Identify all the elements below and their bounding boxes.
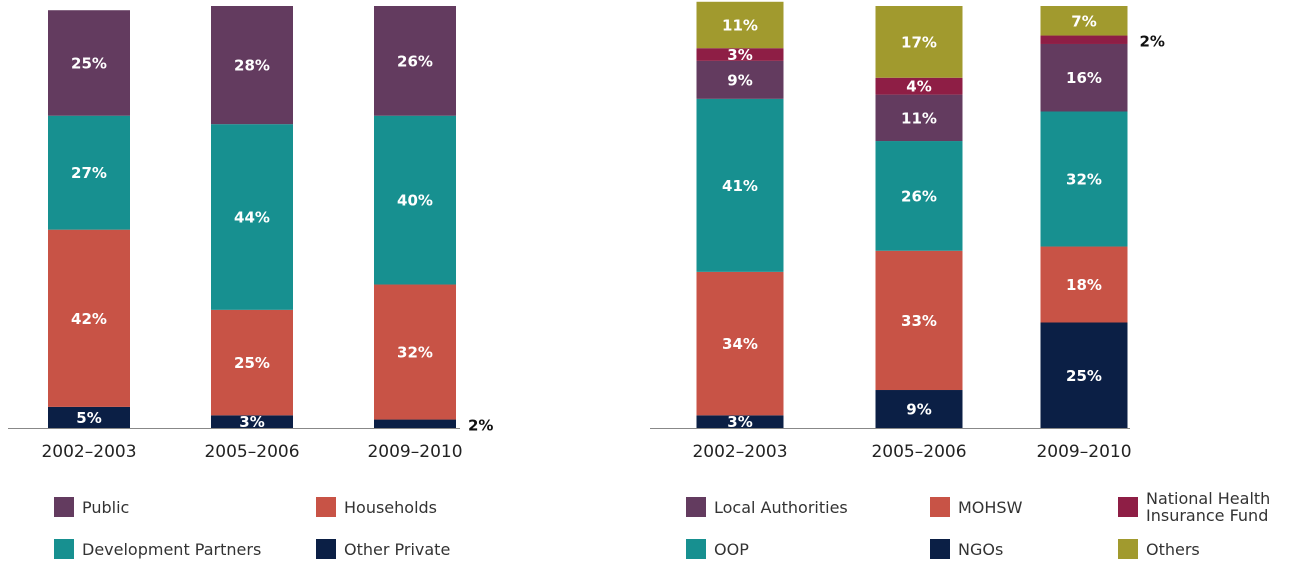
legend-swatch	[316, 539, 336, 559]
bar-segment	[1040, 246, 1128, 323]
legend-label: NGOs	[958, 539, 1004, 559]
legend-label: OOP	[714, 539, 749, 559]
bar-segment	[1040, 43, 1128, 112]
bar-segment	[374, 419, 456, 428]
bar-segment	[696, 60, 784, 99]
bar-segment	[875, 250, 963, 391]
legend-swatch	[54, 539, 74, 559]
data-label: 3%	[727, 46, 752, 64]
legend-label: Others	[1146, 539, 1200, 559]
data-label: 11%	[901, 109, 937, 127]
data-label: 7%	[1071, 12, 1096, 30]
legend-swatch	[930, 497, 950, 517]
legend-label: Local Authorities	[714, 497, 848, 517]
bar-segment	[211, 415, 293, 428]
data-label: 9%	[727, 71, 752, 89]
data-label: 25%	[234, 354, 270, 372]
legend-label: MOHSW	[958, 497, 1023, 517]
data-label: 26%	[397, 52, 433, 70]
data-label: 44%	[234, 209, 270, 227]
bar-segment	[1040, 6, 1128, 36]
x-tick-label: 2005–2006	[871, 442, 966, 462]
data-label: 27%	[71, 164, 107, 182]
bar-segment	[48, 115, 130, 230]
bar-segment	[875, 94, 963, 142]
x-tick-label: 2002–2003	[692, 442, 787, 462]
bar-segment	[1040, 111, 1128, 247]
data-label: 9%	[906, 401, 931, 419]
bar-segment	[211, 6, 293, 125]
data-label: 3%	[239, 413, 264, 431]
bar-segment	[374, 115, 456, 285]
bar-segment	[696, 98, 784, 272]
data-label: 2%	[1140, 32, 1165, 50]
data-label: 5%	[76, 409, 101, 427]
legend-label: Development Partners	[82, 539, 262, 559]
data-label: 33%	[901, 312, 937, 330]
bar-segment	[696, 1, 784, 49]
bar-segment	[875, 390, 963, 428]
data-label: 4%	[906, 78, 931, 96]
legend-swatch	[930, 539, 950, 559]
legend-swatch	[686, 497, 706, 517]
bar-segment	[875, 141, 963, 251]
legend-label: Other Private	[344, 539, 451, 559]
data-label: 18%	[1066, 276, 1102, 294]
bar-segment	[374, 6, 456, 116]
data-label: 34%	[722, 335, 758, 353]
x-tick-label: 2005–2006	[204, 442, 299, 462]
legend-swatch	[1118, 539, 1138, 559]
bar-segment	[696, 271, 784, 416]
data-label: 28%	[234, 57, 270, 75]
legend-label: Households	[344, 497, 438, 517]
legend-swatch	[686, 539, 706, 559]
bar-segment	[211, 124, 293, 310]
bar-segment	[696, 415, 784, 428]
bar-segment	[1040, 322, 1128, 428]
bar-segment	[48, 10, 130, 116]
data-label: 40%	[397, 192, 433, 210]
bar-segment	[696, 48, 784, 61]
data-label: 2%	[468, 416, 493, 434]
data-label: 32%	[397, 344, 433, 362]
bar-segment	[875, 77, 963, 95]
bar-segment	[211, 309, 293, 416]
data-label: 41%	[722, 177, 758, 195]
data-label: 17%	[901, 33, 937, 51]
bar-segment	[48, 406, 130, 428]
legend-swatch	[316, 497, 336, 517]
data-label: 16%	[1066, 69, 1102, 87]
legend-swatch	[54, 497, 74, 517]
data-label: 11%	[722, 16, 758, 34]
legend-label: National Health Insurance Fund	[1146, 489, 1271, 525]
data-label: 26%	[901, 187, 937, 205]
data-label: 42%	[71, 310, 107, 328]
data-label: 3%	[727, 413, 752, 431]
bar-segment	[48, 229, 130, 407]
bar-segment	[1040, 35, 1128, 44]
data-label: 25%	[1066, 367, 1102, 385]
legend-swatch	[1118, 497, 1138, 517]
x-tick-label: 2009–2010	[367, 442, 462, 462]
bar-segment	[875, 6, 963, 78]
data-label: 32%	[1066, 171, 1102, 189]
data-label: 25%	[71, 54, 107, 72]
x-tick-label: 2002–2003	[41, 442, 136, 462]
x-tick-label: 2009–2010	[1036, 442, 1131, 462]
legend-label: Public	[82, 497, 130, 517]
bar-segment	[374, 284, 456, 420]
